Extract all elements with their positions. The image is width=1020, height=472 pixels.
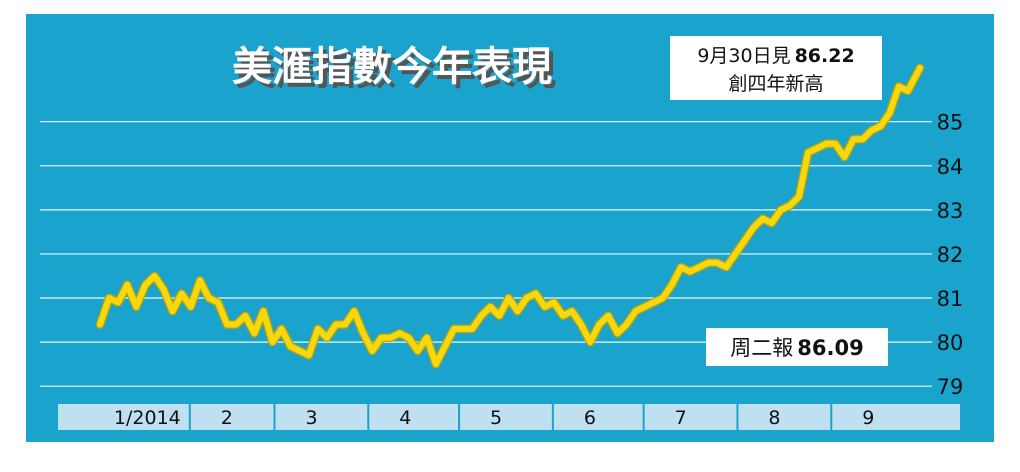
peak-annotation: 9月30日見 86.22 創四年新高 — [670, 36, 882, 100]
latest-annotation-value: 86.09 — [797, 336, 863, 360]
peak-annotation-prefix: 9月30日見 — [697, 45, 790, 67]
x-axis-cell — [553, 404, 643, 430]
peak-annotation-box — [670, 36, 882, 100]
peak-annotation-line2: 創四年新高 — [728, 73, 823, 95]
y-tick-label: 80 — [937, 331, 964, 355]
y-tick-label: 83 — [937, 199, 964, 223]
x-tick-label: 5 — [490, 407, 502, 429]
latest-annotation: 周二報 86.09 — [706, 328, 888, 366]
peak-annotation-line1: 9月30日見 86.22 — [697, 45, 854, 67]
latest-annotation-prefix: 周二報 — [730, 336, 793, 360]
x-axis-cell — [644, 404, 737, 430]
x-tick-label: 7 — [675, 407, 687, 429]
x-axis-cell — [460, 404, 552, 430]
y-tick-label: 84 — [937, 155, 964, 179]
latest-annotation-box — [706, 328, 888, 366]
x-tick-label: 8 — [768, 407, 780, 429]
chart-title-shadow: 美滙指數今年表現 — [236, 48, 556, 94]
y-tick-label: 82 — [937, 243, 964, 267]
x-axis: 1/2014 2 3 4 5 6 7 8 9 — [58, 404, 960, 430]
chart-title: 美滙指數今年表現 — [232, 44, 552, 90]
x-tick-label: 4 — [399, 407, 411, 429]
y-tick-label: 81 — [937, 287, 964, 311]
x-axis-cell — [58, 404, 189, 430]
x-axis-cell — [275, 404, 368, 430]
x-axis-cell — [190, 404, 274, 430]
x-tick-label: 9 — [862, 407, 874, 429]
x-axis-cell — [832, 404, 960, 430]
x-axis-cell — [738, 404, 831, 430]
series-line — [97, 64, 923, 368]
x-tick-label: 2 — [221, 407, 233, 429]
x-tick-label: 3 — [305, 407, 317, 429]
peak-annotation-value: 86.22 — [795, 45, 855, 67]
y-axis: 79 80 81 82 83 84 85 — [937, 111, 964, 399]
x-tick-label: 1/2014 — [114, 407, 181, 429]
y-tick-label: 79 — [937, 375, 964, 399]
latest-annotation-text: 周二報 86.09 — [730, 336, 863, 360]
x-tick-label: 6 — [584, 407, 596, 429]
y-tick-label: 85 — [937, 111, 964, 135]
series-group — [95, 63, 925, 369]
x-axis-cell — [369, 404, 459, 430]
